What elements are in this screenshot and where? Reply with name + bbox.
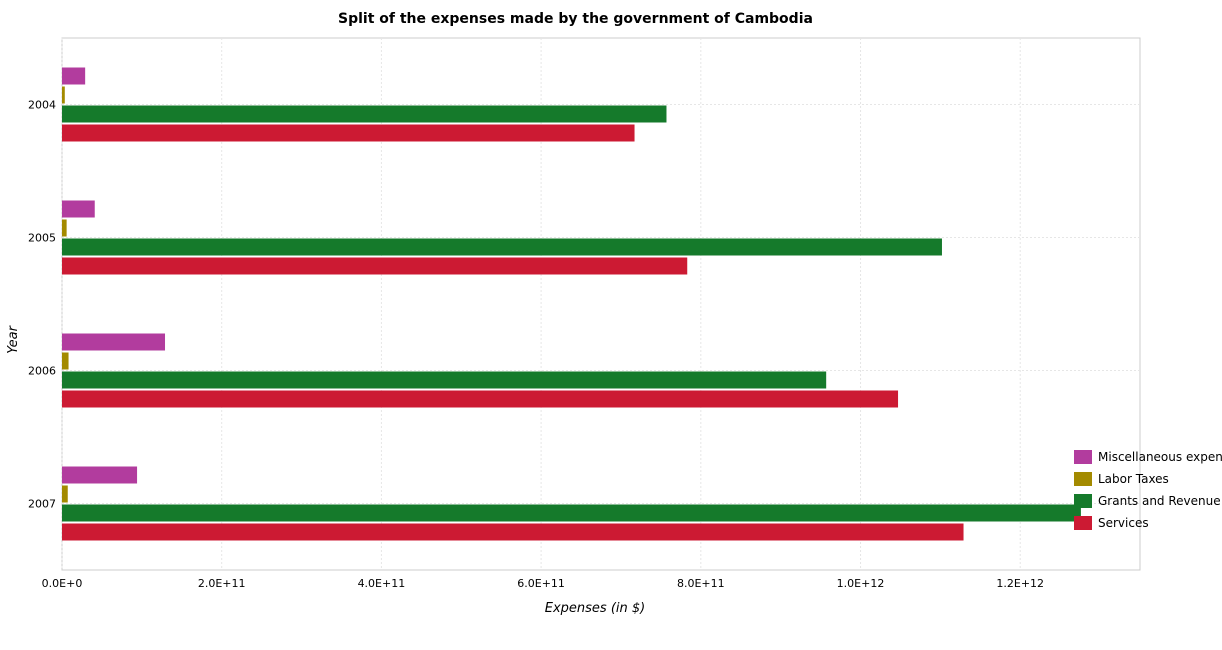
bar-2006-series-3	[62, 390, 899, 408]
bar-2004-series-2	[62, 105, 667, 123]
bar-2004-series-3	[62, 124, 635, 142]
x-tick-label: 2.0E+11	[198, 577, 246, 590]
x-tick-label: 6.0E+11	[517, 577, 565, 590]
x-axis-ticks: 0.0E+0 2.0E+11 4.0E+11 6.0E+11 8.0E+11 1.0E+1…	[42, 577, 1044, 590]
y-tick-label: 2007	[28, 498, 56, 511]
bar-2004-series-0	[62, 67, 86, 85]
bar-2005-series-3	[62, 257, 688, 275]
legend-swatch	[1074, 450, 1092, 464]
bar-2006-series-1	[62, 352, 69, 370]
x-tick-label: 0.0E+0	[42, 577, 83, 590]
y-tick-label: 2004	[28, 99, 56, 112]
legend-label: Miscellaneous expenses	[1098, 450, 1222, 464]
x-tick-label: 1.0E+12	[837, 577, 885, 590]
x-tick-label: 4.0E+11	[358, 577, 406, 590]
x-axis-label: Expenses (in $)	[545, 601, 645, 616]
bar-2004-series-1	[62, 86, 65, 104]
bar-2006-series-0	[62, 333, 166, 351]
y-axis-ticks: 2004 2005 2006 2007	[28, 99, 56, 511]
y-tick-label: 2006	[28, 365, 56, 378]
bar-2007-series-1	[62, 485, 68, 503]
legend-label: Services	[1098, 516, 1149, 530]
legend-swatch	[1074, 494, 1092, 508]
y-axis-label: Year	[6, 324, 21, 353]
bar-2006-series-2	[62, 371, 827, 389]
x-tick-label: 8.0E+11	[677, 577, 725, 590]
bar-2005-series-1	[62, 219, 67, 237]
bar-2007-series-3	[62, 523, 964, 541]
bars	[62, 67, 1081, 541]
x-tick-label: 1.2E+12	[996, 577, 1044, 590]
legend-label: Labor Taxes	[1098, 472, 1169, 486]
legend: Miscellaneous expenses Labor Taxes Grants …	[1074, 450, 1222, 530]
y-tick-label: 2005	[28, 232, 56, 245]
bar-2005-series-0	[62, 200, 95, 218]
legend-swatch	[1074, 516, 1092, 530]
bar-2007-series-0	[62, 466, 138, 484]
legend-swatch	[1074, 472, 1092, 486]
bar-2005-series-2	[62, 238, 942, 256]
legend-label: Grants and Revenue	[1098, 494, 1221, 508]
chart-title: Split of the expenses made by the govern…	[338, 11, 813, 27]
bar-2007-series-2	[62, 504, 1081, 522]
